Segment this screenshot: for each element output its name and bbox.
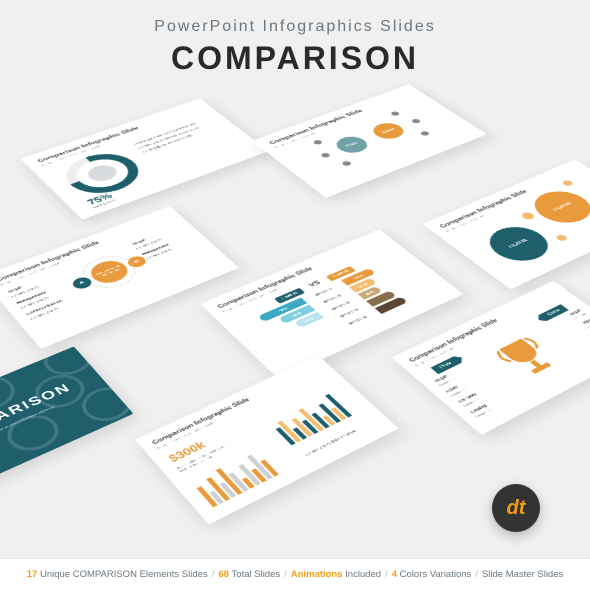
dot-icon — [411, 118, 422, 124]
slide-title: Comparison Infographic Slide — [151, 365, 320, 446]
slide-stage: Comparison Infographic Slide Lorem ipsum… — [0, 100, 590, 520]
footer-num: 17 — [27, 569, 38, 580]
orbit-dot-icon — [520, 211, 537, 220]
slide-cover: COMPARISON Lorem ipsum dolor sit amet co… — [0, 346, 133, 501]
pros-node: Pros — [331, 134, 373, 156]
footer-num: 68 — [218, 569, 229, 580]
footer: 17 Unique COMPARISON Elements Slides / 6… — [0, 558, 590, 590]
orbit-dot-icon — [554, 234, 569, 242]
footer-text: Total Slides — [232, 569, 281, 580]
header-title: COMPARISON — [0, 40, 590, 77]
footer-num: 4 — [392, 569, 397, 580]
bullet-text: Lorem ipsum dolor sit amet — [305, 420, 376, 457]
header: PowerPoint Infographics Slides COMPARISO… — [0, 18, 590, 77]
footer-text: Unique COMPARISON Elements Slides — [40, 569, 208, 580]
slide-gauge: Comparison Infographic Slide Lorem ipsum… — [21, 98, 269, 219]
slide-columns: Comparison Infographic Slide Lorem ipsum… — [135, 355, 399, 524]
dot-icon — [419, 131, 430, 137]
slide-ab: Comparison Infographic Slide Lorem ipsum… — [0, 206, 239, 349]
slide-mindmap: Comparison Infographic Slide Lorem ipsum… — [252, 84, 487, 198]
dot-icon — [341, 160, 353, 166]
item1-circle: ITEM 01 — [478, 221, 560, 268]
dot-icon — [320, 152, 331, 158]
slide-two-circles: Comparison Infographic Slide Lorem ipsum… — [422, 159, 590, 289]
footer-text: Colors Variations — [400, 569, 472, 580]
header-subtitle: PowerPoint Infographics Slides — [0, 18, 590, 36]
vs-label: VS — [307, 279, 322, 288]
slide-title: Comparison Infographic Slide — [0, 214, 170, 283]
dot-icon — [312, 139, 323, 145]
footer-text: Animations — [291, 569, 343, 580]
dot-icon — [390, 111, 401, 117]
footer-text: Slide Master Slides — [482, 569, 563, 580]
slide-subtitle: Lorem ipsum dolor sit amet consectetur — [156, 370, 323, 450]
cons-node: Cons — [368, 120, 410, 141]
brand-logo: dt — [492, 484, 540, 532]
logo-text: dt — [507, 497, 526, 520]
